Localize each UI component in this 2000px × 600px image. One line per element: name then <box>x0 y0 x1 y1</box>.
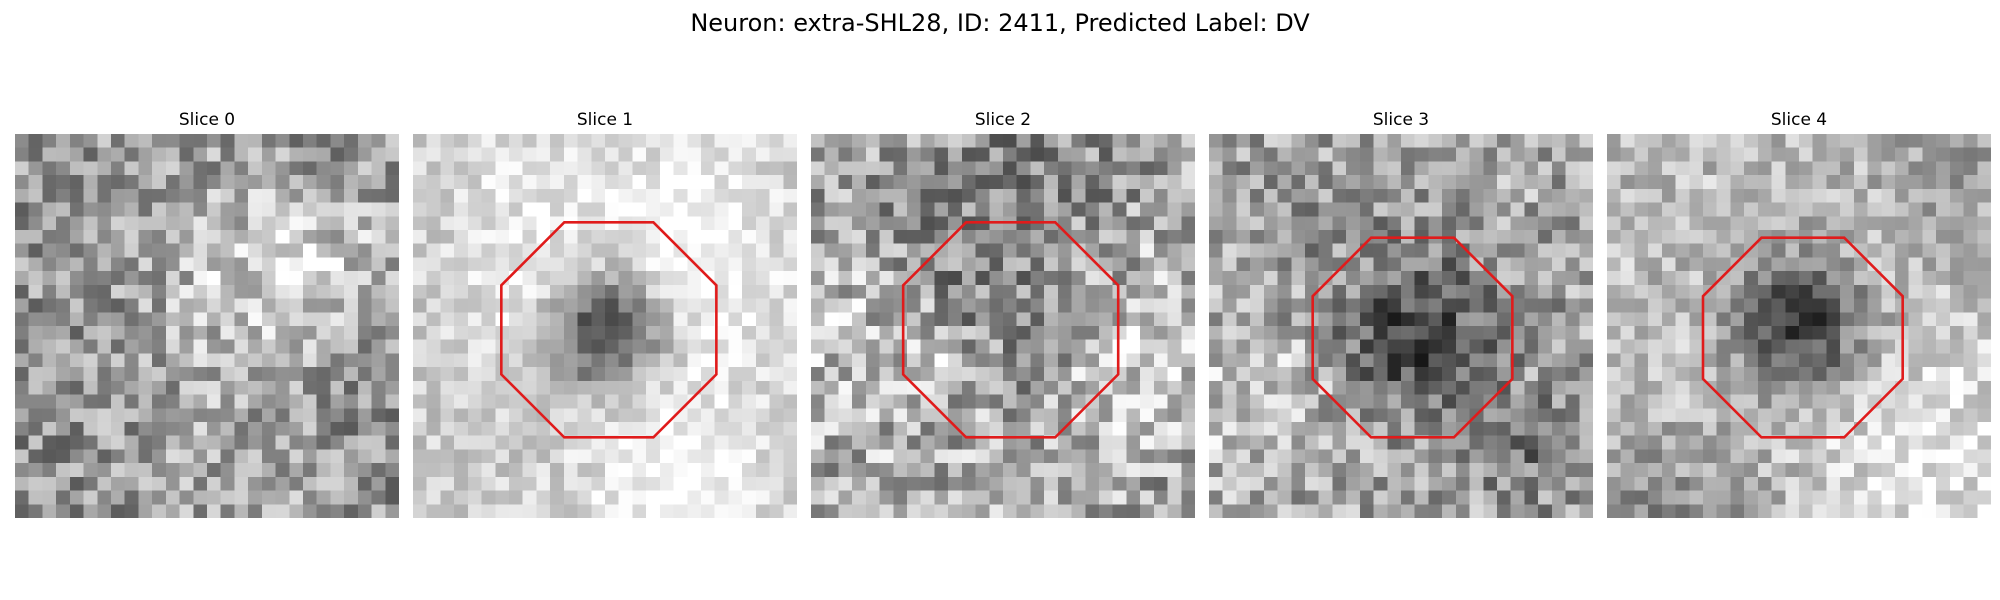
slice-title-3: Slice 3 <box>1209 108 1593 132</box>
slice-panel-3: Slice 3 <box>1209 108 1593 132</box>
slice-image-1 <box>413 134 797 518</box>
slice-panel-2: Slice 2 <box>811 108 1195 132</box>
slice-title-1: Slice 1 <box>413 108 797 132</box>
figure-title: Neuron: extra-SHL28, ID: 2411, Predicted… <box>0 6 2000 40</box>
slice-title-4: Slice 4 <box>1607 108 1991 132</box>
pixel-grid <box>1607 134 1991 518</box>
pixel-grid <box>811 134 1195 518</box>
slice-title-2: Slice 2 <box>811 108 1195 132</box>
pixel-grid <box>15 134 399 518</box>
pixel-grid <box>413 134 797 518</box>
slice-image-2 <box>811 134 1195 518</box>
slice-image-0 <box>15 134 399 518</box>
slice-image-3 <box>1209 134 1593 518</box>
slice-title-0: Slice 0 <box>15 108 399 132</box>
slice-image-4 <box>1607 134 1991 518</box>
slice-panel-4: Slice 4 <box>1607 108 1991 132</box>
pixel-grid <box>1209 134 1593 518</box>
slice-panel-0: Slice 0 <box>15 108 399 132</box>
slice-panel-1: Slice 1 <box>413 108 797 132</box>
